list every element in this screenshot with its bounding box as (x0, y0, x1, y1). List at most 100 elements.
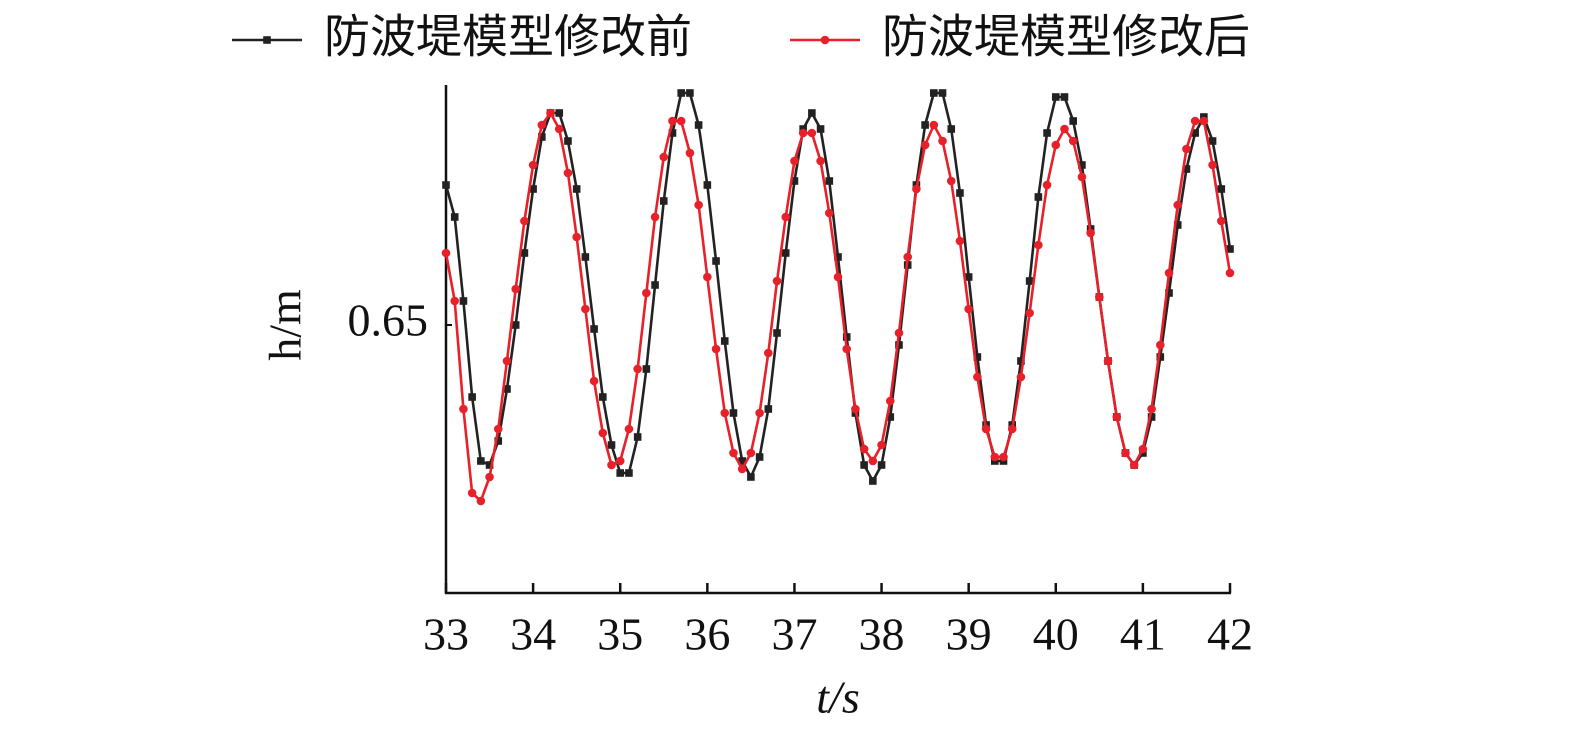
data-point (842, 344, 852, 354)
data-point (581, 253, 590, 261)
data-point (538, 133, 546, 141)
data-point (824, 208, 834, 218)
data-point (520, 249, 529, 257)
data-point (598, 428, 608, 438)
data-point (938, 89, 947, 97)
data-point (1025, 277, 1034, 285)
data-point (485, 472, 494, 482)
data-point (877, 440, 886, 450)
data-point (808, 109, 816, 117)
data-point (746, 448, 756, 458)
x-tick-label: 39 (946, 609, 992, 660)
data-point (459, 404, 468, 414)
data-point (773, 329, 781, 337)
data-point (1034, 240, 1043, 250)
data-point (467, 488, 477, 498)
data-point (1173, 200, 1183, 210)
data-point (912, 184, 921, 194)
data-point (833, 272, 843, 282)
data-point (1191, 129, 1199, 137)
data-point (938, 136, 947, 146)
data-point (1190, 116, 1200, 126)
data-point (999, 452, 1008, 462)
data-point (1112, 412, 1122, 422)
legend-marker (820, 35, 830, 45)
data-point (537, 120, 547, 130)
data-point (772, 276, 782, 286)
data-point (685, 148, 695, 158)
data-point (764, 348, 773, 358)
data-point (1121, 448, 1130, 458)
legend-label: 防波堤模型修改前 (324, 12, 692, 63)
data-point (859, 444, 869, 454)
data-point (1226, 245, 1234, 253)
data-point (668, 129, 677, 137)
data-point (624, 424, 634, 434)
data-point (755, 408, 764, 418)
data-point (529, 185, 537, 193)
data-point (677, 89, 685, 97)
data-point (885, 396, 895, 406)
data-point (1182, 144, 1191, 154)
data-point (1025, 308, 1034, 318)
data-point (563, 168, 573, 178)
data-point (1016, 372, 1026, 382)
data-point (581, 304, 590, 314)
data-point (929, 120, 939, 130)
data-point (807, 128, 817, 138)
x-tick-label: 41 (1120, 609, 1166, 660)
data-point (869, 477, 877, 485)
data-point (1068, 136, 1078, 146)
data-point (589, 376, 599, 386)
data-point (981, 424, 991, 434)
data-point (747, 473, 755, 481)
data-point (956, 189, 964, 197)
data-point (694, 200, 703, 210)
data-point (764, 405, 773, 413)
data-point (921, 121, 929, 129)
data-point (781, 212, 791, 222)
data-point (659, 152, 669, 162)
data-point (572, 232, 581, 242)
data-point (1042, 180, 1052, 190)
data-point (554, 124, 564, 134)
data-point (511, 284, 520, 294)
data-point (546, 108, 555, 118)
data-point (650, 212, 660, 222)
data-point (781, 249, 790, 257)
data-point (755, 453, 764, 461)
data-point (442, 181, 450, 189)
data-point (790, 177, 799, 185)
data-point (720, 337, 729, 345)
data-point (450, 296, 460, 306)
data-point (1199, 116, 1209, 126)
data-point (607, 441, 616, 449)
data-point (1217, 185, 1226, 193)
x-tick-label: 35 (597, 609, 643, 660)
data-point (1077, 172, 1087, 182)
data-point (1225, 268, 1235, 278)
data-point (1051, 93, 1060, 101)
data-point (599, 393, 607, 401)
data-point (511, 321, 520, 329)
data-point (1051, 140, 1061, 150)
data-point (886, 413, 895, 421)
data-point (930, 89, 938, 97)
x-tick-label: 37 (771, 609, 817, 660)
data-point (947, 125, 956, 133)
data-point (1173, 221, 1182, 229)
data-point (1095, 292, 1104, 302)
data-point (1069, 117, 1077, 125)
data-point (720, 408, 730, 418)
y-axis-label: h/m (260, 289, 311, 361)
data-point (895, 341, 903, 349)
x-tick-label: 38 (859, 609, 905, 660)
data-point (973, 353, 982, 361)
data-point (955, 236, 965, 246)
data-point (712, 257, 720, 265)
data-point (1043, 129, 1051, 137)
data-point (668, 116, 677, 126)
y-tick-label: 0.65 (348, 295, 429, 346)
data-point (790, 156, 799, 166)
